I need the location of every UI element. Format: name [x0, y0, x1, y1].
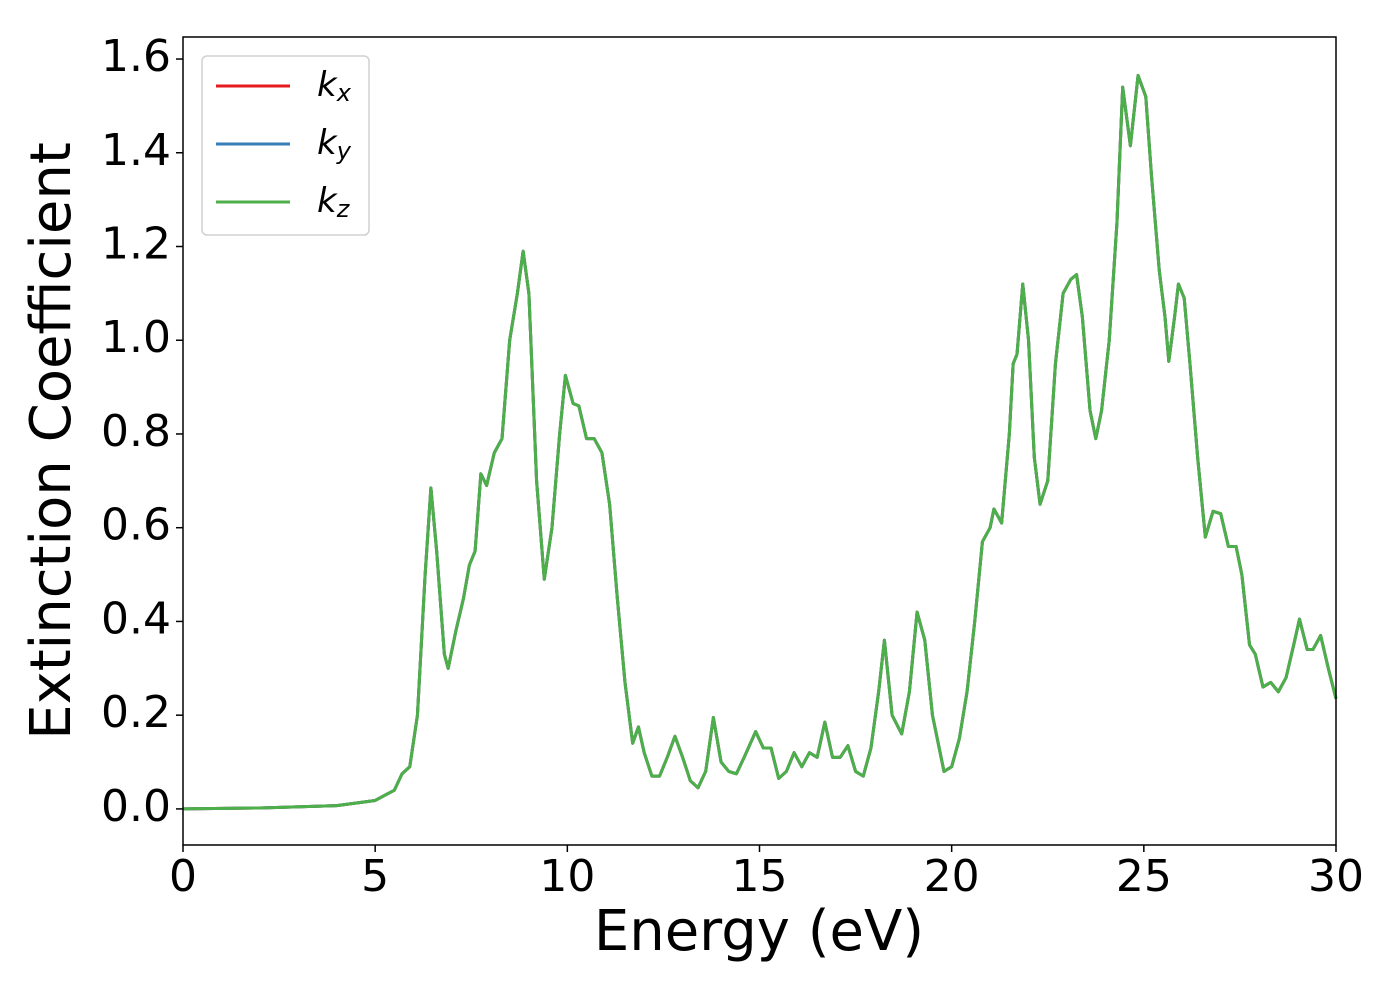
legend-label: kx: [317, 65, 352, 108]
y-tick-label: 0.4: [101, 593, 171, 644]
y-tick-label: 1.2: [101, 218, 171, 269]
x-tick-label: 25: [1116, 851, 1172, 902]
y-tick-label: 0.2: [101, 687, 171, 738]
y-tick-label: 1.0: [101, 312, 171, 363]
x-tick-label: 20: [924, 851, 980, 902]
y-tick-label: 1.6: [101, 31, 171, 82]
y-tick-label: 0.8: [101, 406, 171, 457]
legend-label: kz: [317, 181, 351, 224]
x-tick-label: 10: [539, 851, 595, 902]
y-axis-label: Extinction Coefficient: [19, 142, 84, 740]
plot-frame: [182, 36, 1337, 846]
legend-label: ky: [317, 123, 352, 166]
x-axis-label: Energy (eV): [594, 899, 924, 964]
data-line: [182, 73, 1338, 811]
y-tick-label: 0.6: [101, 500, 171, 551]
x-tick-label: 5: [361, 851, 389, 902]
x-tick-label: 30: [1308, 851, 1364, 902]
y-tick-label: 0.0: [101, 781, 171, 832]
x-tick-label: 0: [169, 851, 197, 902]
y-tick-label: 1.4: [101, 125, 171, 176]
x-tick-label: 15: [732, 851, 788, 902]
